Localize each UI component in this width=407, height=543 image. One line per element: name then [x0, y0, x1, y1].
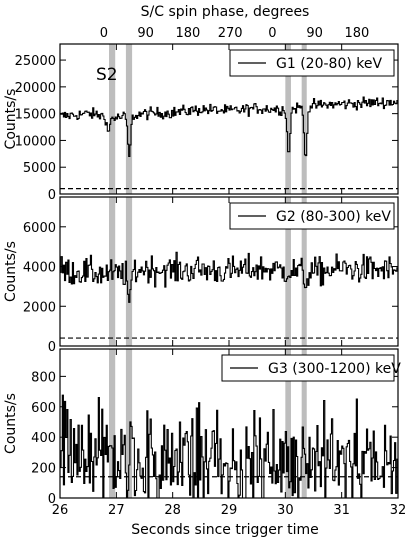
top-tick-label: 90	[137, 26, 154, 41]
y-tick-label: 0	[48, 340, 56, 355]
shaded-band	[301, 349, 307, 498]
top-axis-ticks: 0 90 180 270 0 90 180	[100, 26, 369, 41]
y-tick-label: 5000	[23, 161, 56, 176]
y-tick-label: 6000	[23, 221, 56, 236]
legend-label: G3 (300-1200) keV	[268, 361, 401, 377]
top-axis-label: S/C spin phase, degrees	[141, 4, 310, 20]
y-tick-label: 800	[31, 370, 56, 385]
legend-label: G1 (20-80) keV	[276, 56, 382, 72]
x-tick-label: 27	[108, 503, 125, 518]
shaded-band	[285, 197, 291, 346]
x-tick-label: 31	[333, 503, 350, 518]
y-axis-label: Counts/s	[3, 89, 19, 150]
shaded-band	[301, 44, 307, 194]
data-series-line	[60, 251, 398, 303]
panel-g3: 0 200 400 600 800 26 27 28 29 30 31 32 Counts/s G3 (3…	[3, 348, 407, 518]
y-tick-label: 25000	[15, 54, 56, 69]
shaded-band	[285, 44, 291, 194]
top-tick-label: 180	[175, 26, 200, 41]
x-axis-label: Seconds since trigger time	[131, 522, 318, 538]
legend-label: G2 (80-300) keV	[276, 209, 391, 225]
x-tick-label: 30	[277, 503, 294, 518]
x-tick-label: 26	[52, 503, 69, 518]
y-tick-label: 10000	[15, 134, 56, 149]
y-tick-label: 400	[31, 431, 56, 446]
shaded-band	[125, 197, 133, 346]
top-tick-label: 0	[268, 26, 276, 41]
y-tick-label: 20000	[15, 81, 56, 96]
y-tick-label: 0	[48, 492, 56, 507]
y-axis-label: Counts/s	[3, 241, 19, 302]
shaded-band	[125, 44, 133, 194]
panel-tag: S2	[96, 65, 118, 85]
data-series-line	[60, 96, 398, 158]
panel-g2: 0 2000 4000 6000 Counts/s G2 (80-300) keV	[3, 196, 399, 355]
top-tick-label: 90	[306, 26, 323, 41]
x-tick-label: 29	[221, 503, 238, 518]
y-tick-label: 0	[48, 188, 56, 203]
shaded-band	[285, 349, 291, 498]
y-tick-label: 15000	[15, 108, 56, 123]
y-tick-label: 200	[31, 462, 56, 477]
panel-g1: 0 5000 10000 15000 20000 25000 Counts/s G1 (20-…	[3, 43, 399, 203]
top-tick-label: 270	[218, 26, 243, 41]
y-tick-label: 2000	[23, 300, 56, 315]
x-tick-label: 28	[164, 503, 181, 518]
top-tick-label: 180	[344, 26, 369, 41]
shaded-band	[125, 349, 133, 498]
y-tick-label: 600	[31, 401, 56, 416]
y-tick-label: 4000	[23, 261, 56, 276]
shaded-band	[301, 197, 307, 346]
top-tick-label: 0	[100, 26, 108, 41]
shaded-band	[109, 349, 116, 498]
y-axis-label: Counts/s	[3, 393, 19, 454]
x-tick-label: 32	[390, 503, 407, 518]
